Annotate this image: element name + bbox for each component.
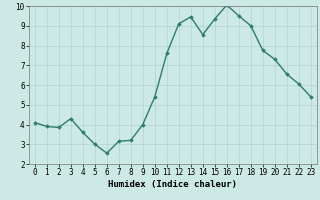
X-axis label: Humidex (Indice chaleur): Humidex (Indice chaleur) xyxy=(108,180,237,189)
